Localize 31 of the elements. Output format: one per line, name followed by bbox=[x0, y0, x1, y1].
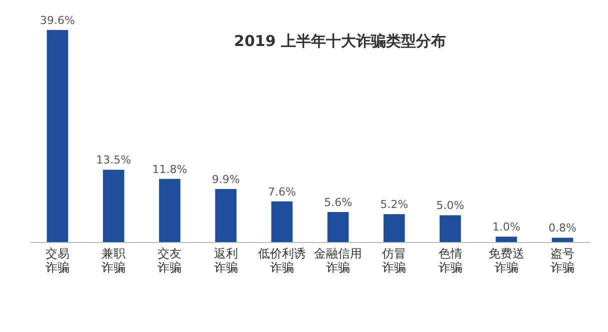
bar bbox=[496, 236, 518, 242]
bar bbox=[552, 238, 574, 242]
data-label: 5.2% bbox=[380, 198, 408, 212]
x-tick-label: 兼职诈骗 bbox=[102, 246, 126, 274]
chart-title: 2019 上半年十大诈骗类型分布 bbox=[234, 32, 446, 50]
data-label: 13.5% bbox=[96, 154, 132, 167]
bar bbox=[384, 214, 405, 242]
x-tick-label: 交易诈骗 bbox=[45, 246, 70, 274]
x-tick-label: 盗号诈骗 bbox=[550, 246, 575, 274]
bar bbox=[102, 170, 124, 242]
bar bbox=[46, 30, 68, 242]
bar bbox=[327, 212, 349, 242]
x-tick-label: 金融信用诈骗 bbox=[314, 246, 362, 274]
data-label: 5.6% bbox=[324, 196, 352, 210]
data-label: 0.8% bbox=[548, 222, 576, 235]
data-label: 1.0% bbox=[492, 220, 520, 234]
data-label: 5.0% bbox=[436, 199, 464, 212]
bar bbox=[215, 189, 236, 242]
x-tick-label: 色情诈骗 bbox=[438, 246, 462, 274]
x-tick-label: 交友诈骗 bbox=[158, 246, 182, 274]
data-label: 7.6% bbox=[268, 185, 296, 198]
x-tick-label: 仿冒诈骗 bbox=[381, 246, 406, 274]
bar bbox=[159, 178, 180, 242]
bar bbox=[440, 215, 461, 242]
x-tick-label: 免费送诈骗 bbox=[488, 246, 524, 274]
bar bbox=[271, 201, 293, 242]
data-label: 9.9% bbox=[212, 173, 240, 186]
data-label: 39.6% bbox=[40, 14, 75, 27]
x-tick-label: 返利诈骗 bbox=[214, 246, 238, 274]
x-tick-label: 低价利诱诈骗 bbox=[258, 246, 306, 274]
data-label: 11.8% bbox=[152, 162, 188, 176]
